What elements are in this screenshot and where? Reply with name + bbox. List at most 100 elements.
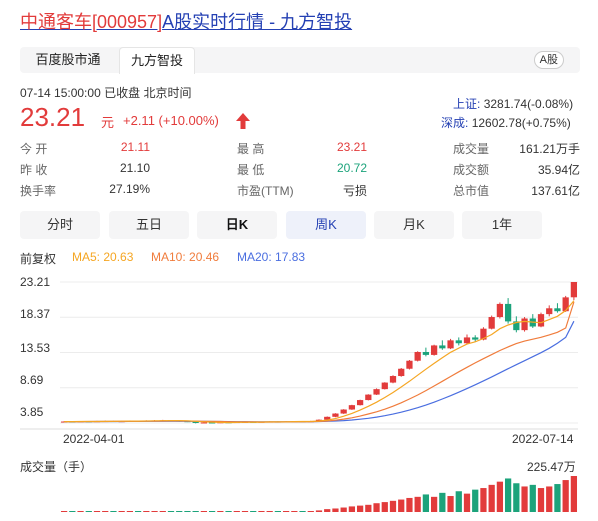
stat-value: 23.21: [336, 140, 367, 154]
candle: [373, 389, 380, 395]
volume-bar: [537, 488, 545, 512]
stat-value: 35.94亿: [537, 163, 580, 177]
volume-bar: [529, 484, 536, 512]
legend-adjust[interactable]: 前复权: [20, 252, 57, 266]
volume-bar: [406, 497, 413, 512]
legend-ma10: MA10: 20.46: [151, 250, 220, 264]
candle: [414, 351, 421, 361]
period-5day[interactable]: 五日: [109, 211, 189, 239]
volume-bar: [208, 511, 216, 512]
candle: [472, 337, 479, 340]
volume-bar: [546, 486, 553, 512]
volume-bar: [472, 489, 479, 512]
volume-bar: [521, 486, 528, 512]
candle: [546, 308, 553, 315]
candle: [430, 345, 438, 355]
volume-bar: [184, 511, 191, 512]
ma10-line: [64, 301, 575, 423]
volume-bar: [562, 480, 569, 512]
title-rest[interactable]: A股实时行情 - 九方智投: [162, 12, 353, 32]
stat-label: 今 开: [20, 142, 48, 156]
volume-bar: [488, 484, 495, 512]
volume-bar: [430, 496, 438, 512]
candle: [332, 413, 339, 417]
ma20-line: [64, 320, 575, 423]
tab-baidu[interactable]: 百度股市通: [35, 52, 101, 67]
x-tick: 2022-07-14: [512, 432, 574, 446]
y-tick: 13.53: [20, 341, 51, 355]
stat-value: 21.11: [120, 140, 150, 154]
volume-bar: [250, 511, 257, 512]
x-tick: 2022-04-01: [63, 432, 125, 446]
stat-label: 市盈(TTM): [237, 184, 294, 198]
volume-bar: [315, 510, 323, 512]
volume-bar: [143, 511, 150, 512]
volume-bar: [513, 483, 520, 512]
volume-bar: [496, 481, 504, 512]
index-shenzhen[interactable]: 深成: 12602.78(+0.75%): [441, 114, 571, 131]
candle: [537, 314, 545, 327]
volume-bar: [447, 496, 454, 512]
volume-bar: [340, 507, 347, 512]
volume-bar: [126, 511, 134, 512]
volume-bar: [241, 511, 249, 512]
volume-bar: [233, 511, 240, 512]
candle: [562, 297, 569, 312]
candle: [340, 409, 347, 414]
period-weekly-k[interactable]: 周K: [286, 211, 366, 239]
candle: [463, 337, 471, 344]
stat-label: 昨 收: [20, 163, 48, 177]
title-stock[interactable]: 中通客车[000957]: [20, 12, 163, 32]
volume-bar: [307, 511, 314, 512]
y-tick: 23.21: [20, 275, 51, 289]
period-intraday[interactable]: 分时: [20, 211, 100, 239]
volume-label: 成交量（手）: [20, 460, 93, 474]
volume-bar: [217, 511, 224, 512]
y-tick: 8.69: [20, 373, 44, 387]
price-unit: 元: [101, 115, 115, 130]
quote-status: 已收盘: [104, 86, 141, 100]
stat-value: 20.72: [336, 161, 367, 175]
period-monthly-k[interactable]: 月K: [374, 211, 454, 239]
current-price: 23.21: [20, 102, 86, 132]
index-shanghai[interactable]: 上证: 3281.74(-0.08%): [453, 95, 573, 112]
index-shenzhen-label[interactable]: 深成:: [441, 116, 469, 130]
quote-zone: 北京时间: [143, 86, 192, 100]
legend-ma5: MA5: 20.63: [72, 250, 134, 264]
candle: [488, 317, 495, 329]
candle: [422, 351, 430, 355]
period-daily-k[interactable]: 日K: [197, 211, 277, 239]
volume-bar: [455, 491, 462, 512]
index-shenzhen-value: 12602.78(+0.75%): [471, 116, 571, 130]
volume-bar: [110, 511, 117, 512]
index-shanghai-label[interactable]: 上证:: [453, 97, 481, 111]
quote-time: 07-14 15:00:00 已收盘 北京时间: [20, 84, 191, 101]
volume-bar: [151, 511, 158, 512]
stat-value: 137.61亿: [531, 184, 580, 198]
index-shanghai-value: 3281.74(-0.08%): [483, 97, 574, 111]
y-tick: 3.85: [20, 405, 44, 419]
volume-bar: [332, 508, 339, 512]
volume-bar: [69, 511, 76, 512]
volume-bar: [225, 511, 232, 512]
candle: [324, 416, 331, 420]
volume-bar: [570, 476, 578, 512]
page-title[interactable]: 中通客车[000957]A股实时行情 - 九方智投: [20, 8, 352, 34]
volume-bar: [324, 509, 331, 512]
market-badge: A股: [533, 51, 564, 69]
volume-bar: [134, 511, 142, 512]
volume-bar: [398, 499, 405, 512]
stat-value: 27.19%: [109, 182, 150, 196]
volume-bar: [93, 511, 101, 512]
volume-bar: [192, 511, 199, 512]
volume-bar: [414, 496, 421, 512]
candle: [398, 368, 405, 377]
tab-jiufang[interactable]: 九方智投: [119, 47, 195, 74]
volume-bar: [200, 511, 208, 512]
volume-bar: [504, 478, 512, 512]
volume-bar: [258, 511, 265, 512]
candle: [381, 382, 388, 390]
period-1year[interactable]: 1年: [462, 211, 542, 239]
volume-bar: [274, 511, 282, 512]
